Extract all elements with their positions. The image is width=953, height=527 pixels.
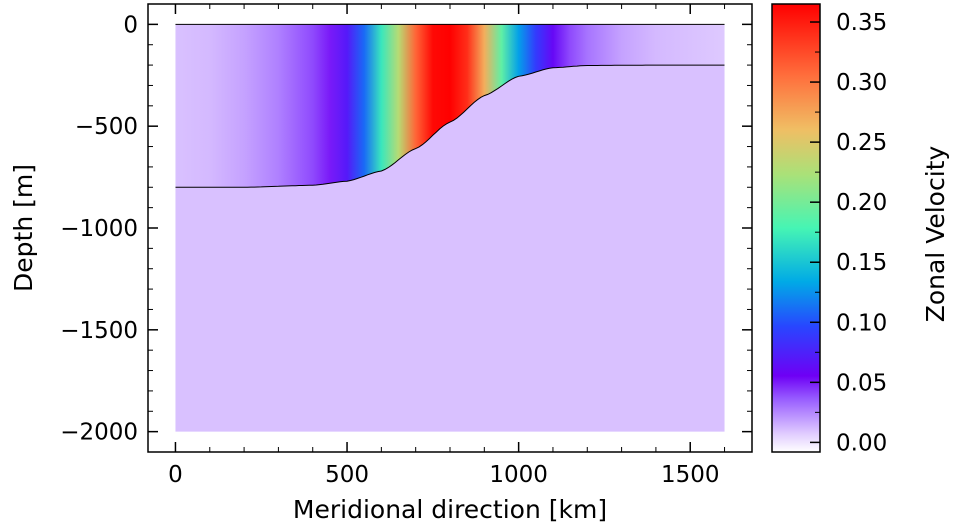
y-tick-label: −500 xyxy=(75,114,138,140)
y-tick-label: −1500 xyxy=(60,318,138,344)
y-tick-label: −1000 xyxy=(60,216,138,242)
colorbar-tick-label: 0.10 xyxy=(836,310,887,336)
colorbar-tick-label: 0.25 xyxy=(836,130,887,156)
y-axis-label: Depth [m] xyxy=(9,164,38,292)
x-tick-label: 500 xyxy=(325,462,369,488)
colorbar-tick-label: 0.05 xyxy=(836,370,887,396)
layer-interface-line xyxy=(175,64,725,188)
colorbar-bar xyxy=(771,3,821,453)
colorbar-tick-label: 0.15 xyxy=(836,250,887,276)
x-tick-label: 1000 xyxy=(489,462,548,488)
x-tick-label: 0 xyxy=(168,462,183,488)
y-tick-label: −2000 xyxy=(60,420,138,446)
colorbar: 0.00 0.05 0.10 0.15 0.20 0.25 0.30 0.35 Zonal V… xyxy=(771,3,950,456)
colorbar-ticks: 0.00 0.05 0.10 0.15 0.20 0.25 0.30 0.35 xyxy=(810,10,887,456)
colorbar-tick-label: 0.00 xyxy=(836,430,887,456)
y-axis-ticks: 0 −500 −1000 −1500 −2000 xyxy=(60,12,752,446)
colorbar-tick-label: 0.30 xyxy=(836,70,887,96)
colorbar-tick-label: 0.35 xyxy=(836,10,887,36)
x-axis-ticks: 0 500 1000 1500 xyxy=(168,4,726,488)
x-axis-label: Meridional direction [km] xyxy=(293,495,607,524)
x-tick-label: 1500 xyxy=(661,462,720,488)
y-tick-label: 0 xyxy=(123,12,138,38)
colorbar-tick-label: 0.20 xyxy=(836,190,887,216)
colorbar-label: Zonal Velocity xyxy=(921,146,950,323)
plot-area: 0 500 1000 1500 0 −500 −1000 −1500 −2000 Meridi… xyxy=(9,3,753,524)
